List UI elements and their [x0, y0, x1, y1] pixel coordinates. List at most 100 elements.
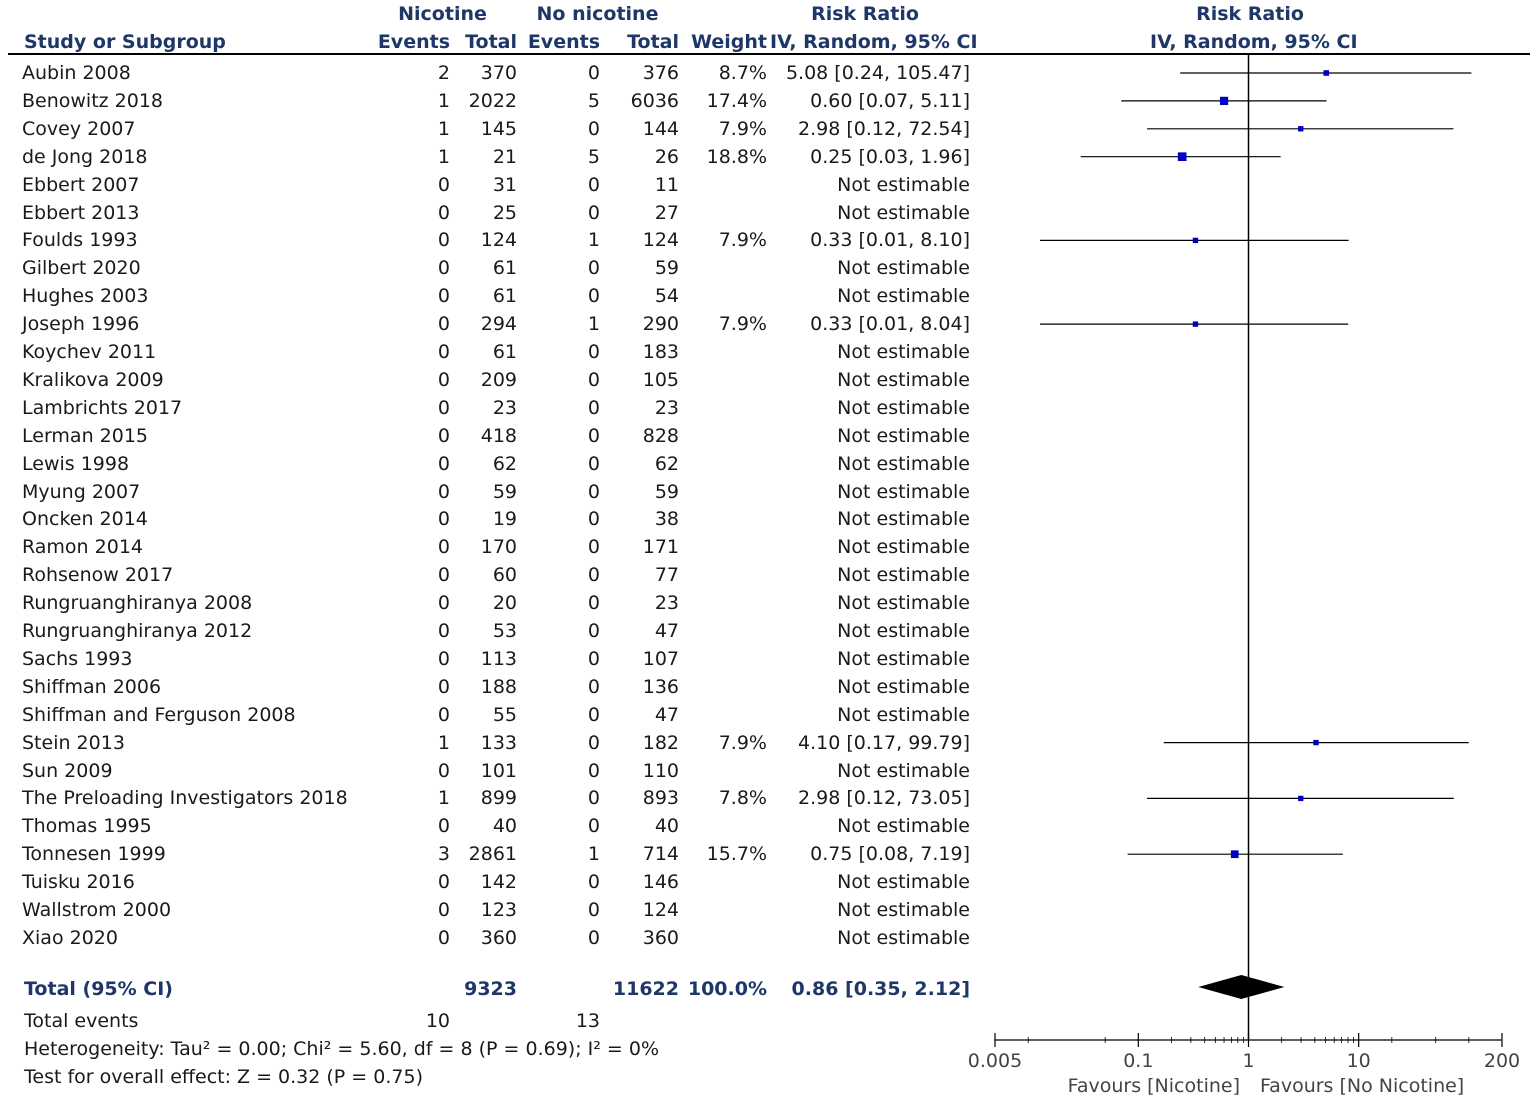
study-e2: 0	[587, 536, 600, 559]
study-n2: 182	[642, 731, 679, 754]
study-ci-text: 2.98 [0.12, 72.54]	[798, 117, 970, 140]
study-n2: 77	[654, 564, 679, 587]
study-n1: 20	[492, 592, 517, 615]
study-n2: 11	[654, 173, 679, 196]
study-n1: 133	[480, 731, 517, 754]
effect-marker	[1313, 739, 1319, 746]
total1-header: Total	[465, 31, 517, 53]
study-name: Sachs 1993	[22, 647, 133, 670]
study-n1: 2022	[468, 89, 517, 112]
study-name: Shiffman and Ferguson 2008	[22, 703, 296, 726]
favours-left-label: Favours [Nicotine]	[1068, 1075, 1240, 1097]
study-ci-text: Not estimable	[837, 480, 970, 503]
total-events-label: Total events	[24, 1010, 139, 1032]
group2-header: No nicotine	[536, 3, 659, 25]
study-e2: 0	[587, 926, 600, 949]
study-e2: 0	[587, 341, 600, 363]
study-e2: 0	[587, 285, 600, 308]
study-name: Rohsenow 2017	[22, 564, 174, 587]
study-e2: 0	[587, 731, 600, 754]
study-ci-text: Not estimable	[837, 341, 970, 363]
study-e1: 0	[437, 647, 450, 670]
study-ci-text: Not estimable	[837, 815, 970, 838]
effect-marker	[1192, 321, 1199, 327]
study-name: Kralikova 2009	[22, 368, 164, 391]
study-n2: 105	[642, 368, 679, 391]
study-n2: 144	[642, 117, 679, 140]
effect-marker	[1230, 850, 1239, 859]
study-n2: 59	[654, 257, 679, 280]
study-ci-text: Not estimable	[837, 759, 970, 782]
header-rule	[8, 53, 1530, 55]
study-n2: 59	[654, 480, 679, 503]
study-name: Wallstrom 2000	[22, 899, 172, 921]
study-name: Hughes 2003	[22, 285, 149, 308]
study-weight: 7.9%	[718, 229, 767, 252]
study-e1: 0	[437, 424, 450, 447]
total-events-e1: 10	[425, 1010, 450, 1032]
study-e1: 0	[437, 536, 450, 559]
x-tick-label: 0.005	[968, 1050, 1022, 1072]
study-e2: 0	[587, 703, 600, 726]
study-name: Sun 2009	[22, 759, 113, 782]
effect-marker	[1298, 795, 1304, 802]
study-e2: 0	[587, 424, 600, 447]
study-name: Myung 2007	[22, 480, 141, 503]
study-e1: 0	[437, 285, 450, 308]
study-n2: 27	[654, 201, 679, 224]
study-e2: 0	[587, 564, 600, 587]
study-n1: 899	[480, 787, 517, 810]
study-n2: 23	[654, 396, 679, 419]
study-n1: 21	[492, 145, 517, 168]
total2-header: Total	[627, 31, 679, 53]
study-name: Ramon 2014	[22, 536, 143, 559]
study-n2: 40	[654, 815, 679, 838]
study-ci-text: 2.98 [0.12, 73.05]	[798, 787, 970, 810]
study-ci-text: Not estimable	[837, 592, 970, 615]
study-n1: 209	[480, 368, 517, 391]
study-n1: 59	[492, 480, 517, 503]
study-ci-text: Not estimable	[837, 173, 970, 196]
study-n1: 53	[492, 620, 517, 642]
study-ci-text: 0.25 [0.03, 1.96]	[810, 145, 970, 168]
study-ci-text: Not estimable	[837, 675, 970, 698]
study-n1: 25	[492, 201, 517, 224]
study-ci-text: Not estimable	[837, 452, 970, 475]
effect-marker	[1298, 126, 1304, 132]
study-name: Oncken 2014	[22, 508, 148, 531]
study-ci-text: Not estimable	[837, 285, 970, 308]
study-e2: 0	[587, 201, 600, 224]
study-n1: 123	[480, 899, 517, 921]
study-e1: 0	[437, 173, 450, 196]
study-e2: 0	[587, 117, 600, 140]
study-n1: 23	[492, 396, 517, 419]
study-name: Ebbert 2007	[22, 173, 140, 196]
study-e1: 0	[437, 871, 450, 894]
study-name: Lerman 2015	[22, 424, 149, 447]
study-e1: 0	[437, 368, 450, 391]
study-ci-text: 4.10 [0.17, 99.79]	[798, 731, 970, 754]
study-e1: 0	[437, 703, 450, 726]
study-n2: 38	[654, 508, 679, 531]
study-n1: 2861	[468, 843, 517, 866]
effect-marker	[1323, 70, 1330, 76]
study-ci-text: Not estimable	[837, 926, 970, 949]
study-n2: 107	[642, 647, 679, 670]
study-e2: 1	[587, 843, 600, 866]
heterogeneity-text: Heterogeneity: Tau² = 0.00; Chi² = 5.60,…	[24, 1038, 660, 1060]
study-e1: 3	[437, 843, 450, 866]
study-name: Foulds 1993	[22, 229, 138, 252]
study-n2: 290	[642, 313, 679, 336]
study-n1: 60	[492, 564, 517, 587]
study-n1: 62	[492, 452, 517, 475]
study-name: de Jong 2018	[22, 145, 148, 168]
study-e1: 0	[437, 564, 450, 587]
study-n2: 6036	[630, 89, 679, 112]
events2-header: Events	[527, 31, 600, 53]
study-name: Rungruanghiranya 2008	[22, 592, 253, 615]
study-n1: 61	[492, 257, 517, 280]
study-e1: 0	[437, 229, 450, 252]
study-e1: 0	[437, 341, 450, 363]
study-n1: 124	[480, 229, 517, 252]
